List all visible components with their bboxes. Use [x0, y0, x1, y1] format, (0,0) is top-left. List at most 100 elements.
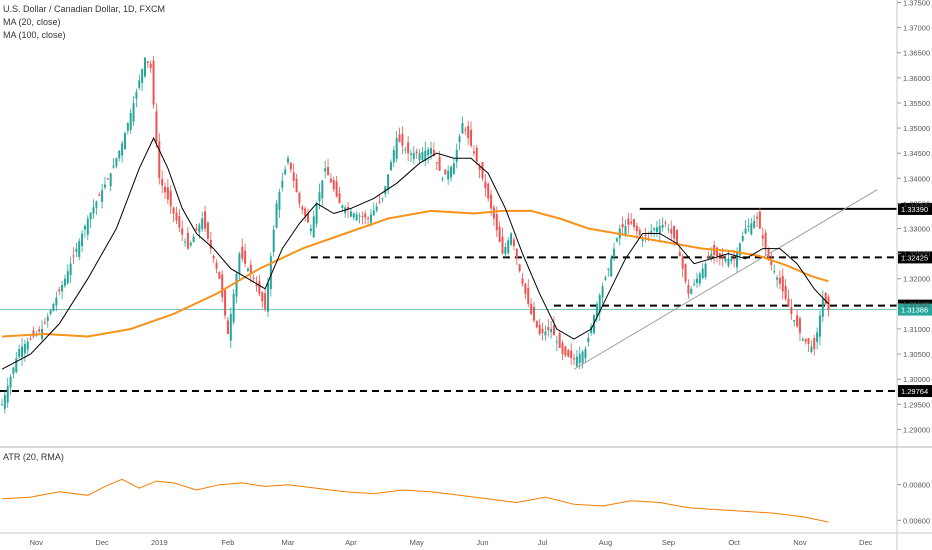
- candle-up: [126, 123, 129, 131]
- candle-up: [810, 346, 813, 352]
- ma100-line: [1, 209, 829, 338]
- candle-down: [215, 263, 218, 269]
- candle-up: [321, 180, 324, 199]
- candle-down: [292, 172, 295, 181]
- candle-down: [633, 219, 636, 228]
- candle-down: [678, 252, 681, 257]
- candle-down: [146, 61, 149, 63]
- candle-down: [521, 278, 524, 284]
- candle-up: [504, 246, 507, 255]
- candle-down: [335, 181, 338, 197]
- candle-down: [241, 246, 244, 259]
- candle-down: [716, 247, 718, 257]
- candle-down: [444, 169, 447, 175]
- candle-up: [753, 220, 756, 228]
- candle-up: [544, 331, 547, 336]
- x-tick-label: Sep: [662, 538, 675, 547]
- candle-down: [298, 192, 301, 204]
- atr-line: [1, 478, 829, 523]
- candle-up: [75, 248, 78, 252]
- candle-down: [635, 225, 638, 232]
- candle-down: [249, 264, 252, 274]
- candle-up: [727, 258, 730, 266]
- candle-down: [673, 225, 676, 239]
- candle-up: [83, 226, 86, 230]
- y-tick-label: 1.35000: [903, 124, 930, 133]
- candle-up: [615, 238, 618, 242]
- y-tick-label: 1.32000: [903, 275, 930, 284]
- ma100-legend[interactable]: MA (100, close): [3, 30, 66, 40]
- y-tick-label: 1.31500: [903, 300, 930, 309]
- candle-down: [681, 256, 684, 269]
- y-tick-label: 1.30000: [903, 375, 930, 384]
- candle-up: [26, 341, 29, 350]
- candle-down: [407, 142, 410, 154]
- atr-pane: 0.00800 0.00600: [1, 478, 930, 525]
- candle-down: [378, 201, 381, 203]
- level-tag: [898, 251, 932, 264]
- level-tag: [898, 385, 932, 398]
- candle-down: [364, 213, 367, 218]
- candle-up: [15, 358, 18, 373]
- x-tick-label: Dec: [95, 538, 109, 547]
- y-tick-label: 1.32500: [903, 250, 930, 259]
- candle-down: [467, 126, 470, 139]
- candle-down: [621, 223, 624, 228]
- y-tick-label: 1.37000: [903, 24, 930, 33]
- candle-down: [530, 303, 533, 314]
- candle-down: [492, 207, 495, 219]
- candle-up: [452, 163, 455, 175]
- candle-up: [229, 313, 232, 341]
- candle-down: [72, 255, 75, 257]
- candle-up: [238, 253, 241, 274]
- candle-down: [338, 193, 341, 204]
- candle-down: [186, 232, 189, 249]
- candle-down: [367, 218, 370, 220]
- candle-up: [695, 278, 698, 284]
- level-label: 1.29764: [901, 387, 928, 396]
- x-tick-label: Mar: [282, 538, 295, 547]
- candle-up: [86, 218, 89, 235]
- candle-up: [46, 316, 49, 321]
- candle-down: [347, 206, 350, 210]
- candle-down: [398, 134, 401, 142]
- candle-up: [372, 210, 375, 216]
- candle-down: [178, 216, 181, 228]
- candle-up: [641, 238, 644, 242]
- candle-up: [595, 303, 598, 317]
- atr-legend[interactable]: ATR (20, RMA): [3, 452, 64, 462]
- level-label: 1.32425: [901, 253, 928, 262]
- candle-down: [512, 239, 515, 247]
- candle-down: [567, 350, 570, 357]
- candle-down: [361, 216, 364, 218]
- candle-down: [718, 253, 721, 258]
- x-tick-label: 2019: [151, 538, 168, 547]
- candle-up: [9, 376, 12, 388]
- candle-up: [458, 136, 461, 142]
- candle-up: [773, 271, 776, 273]
- candle-up: [349, 211, 352, 217]
- candle-up: [49, 310, 52, 314]
- candle-up: [387, 174, 390, 191]
- candle-down: [684, 264, 687, 282]
- candle-down: [332, 180, 335, 190]
- candle-up: [461, 123, 464, 134]
- candle-down: [106, 178, 109, 180]
- candle-down: [778, 277, 781, 284]
- x-tick-label: Aug: [599, 538, 612, 547]
- candle-down: [301, 206, 304, 210]
- candle-down: [630, 221, 633, 224]
- candle-down: [226, 320, 229, 334]
- ma20-legend[interactable]: MA (20, close): [3, 17, 61, 27]
- candle-up: [3, 395, 6, 409]
- chart-title[interactable]: U.S. Dollar / Canadian Dollar, 1D, FXCM: [3, 4, 166, 14]
- candle-down: [552, 325, 555, 336]
- candle-up: [123, 133, 126, 150]
- candle-down: [264, 293, 267, 309]
- candle-down: [181, 228, 184, 235]
- candle-down: [244, 250, 247, 264]
- x-tick-label: Jul: [538, 538, 548, 547]
